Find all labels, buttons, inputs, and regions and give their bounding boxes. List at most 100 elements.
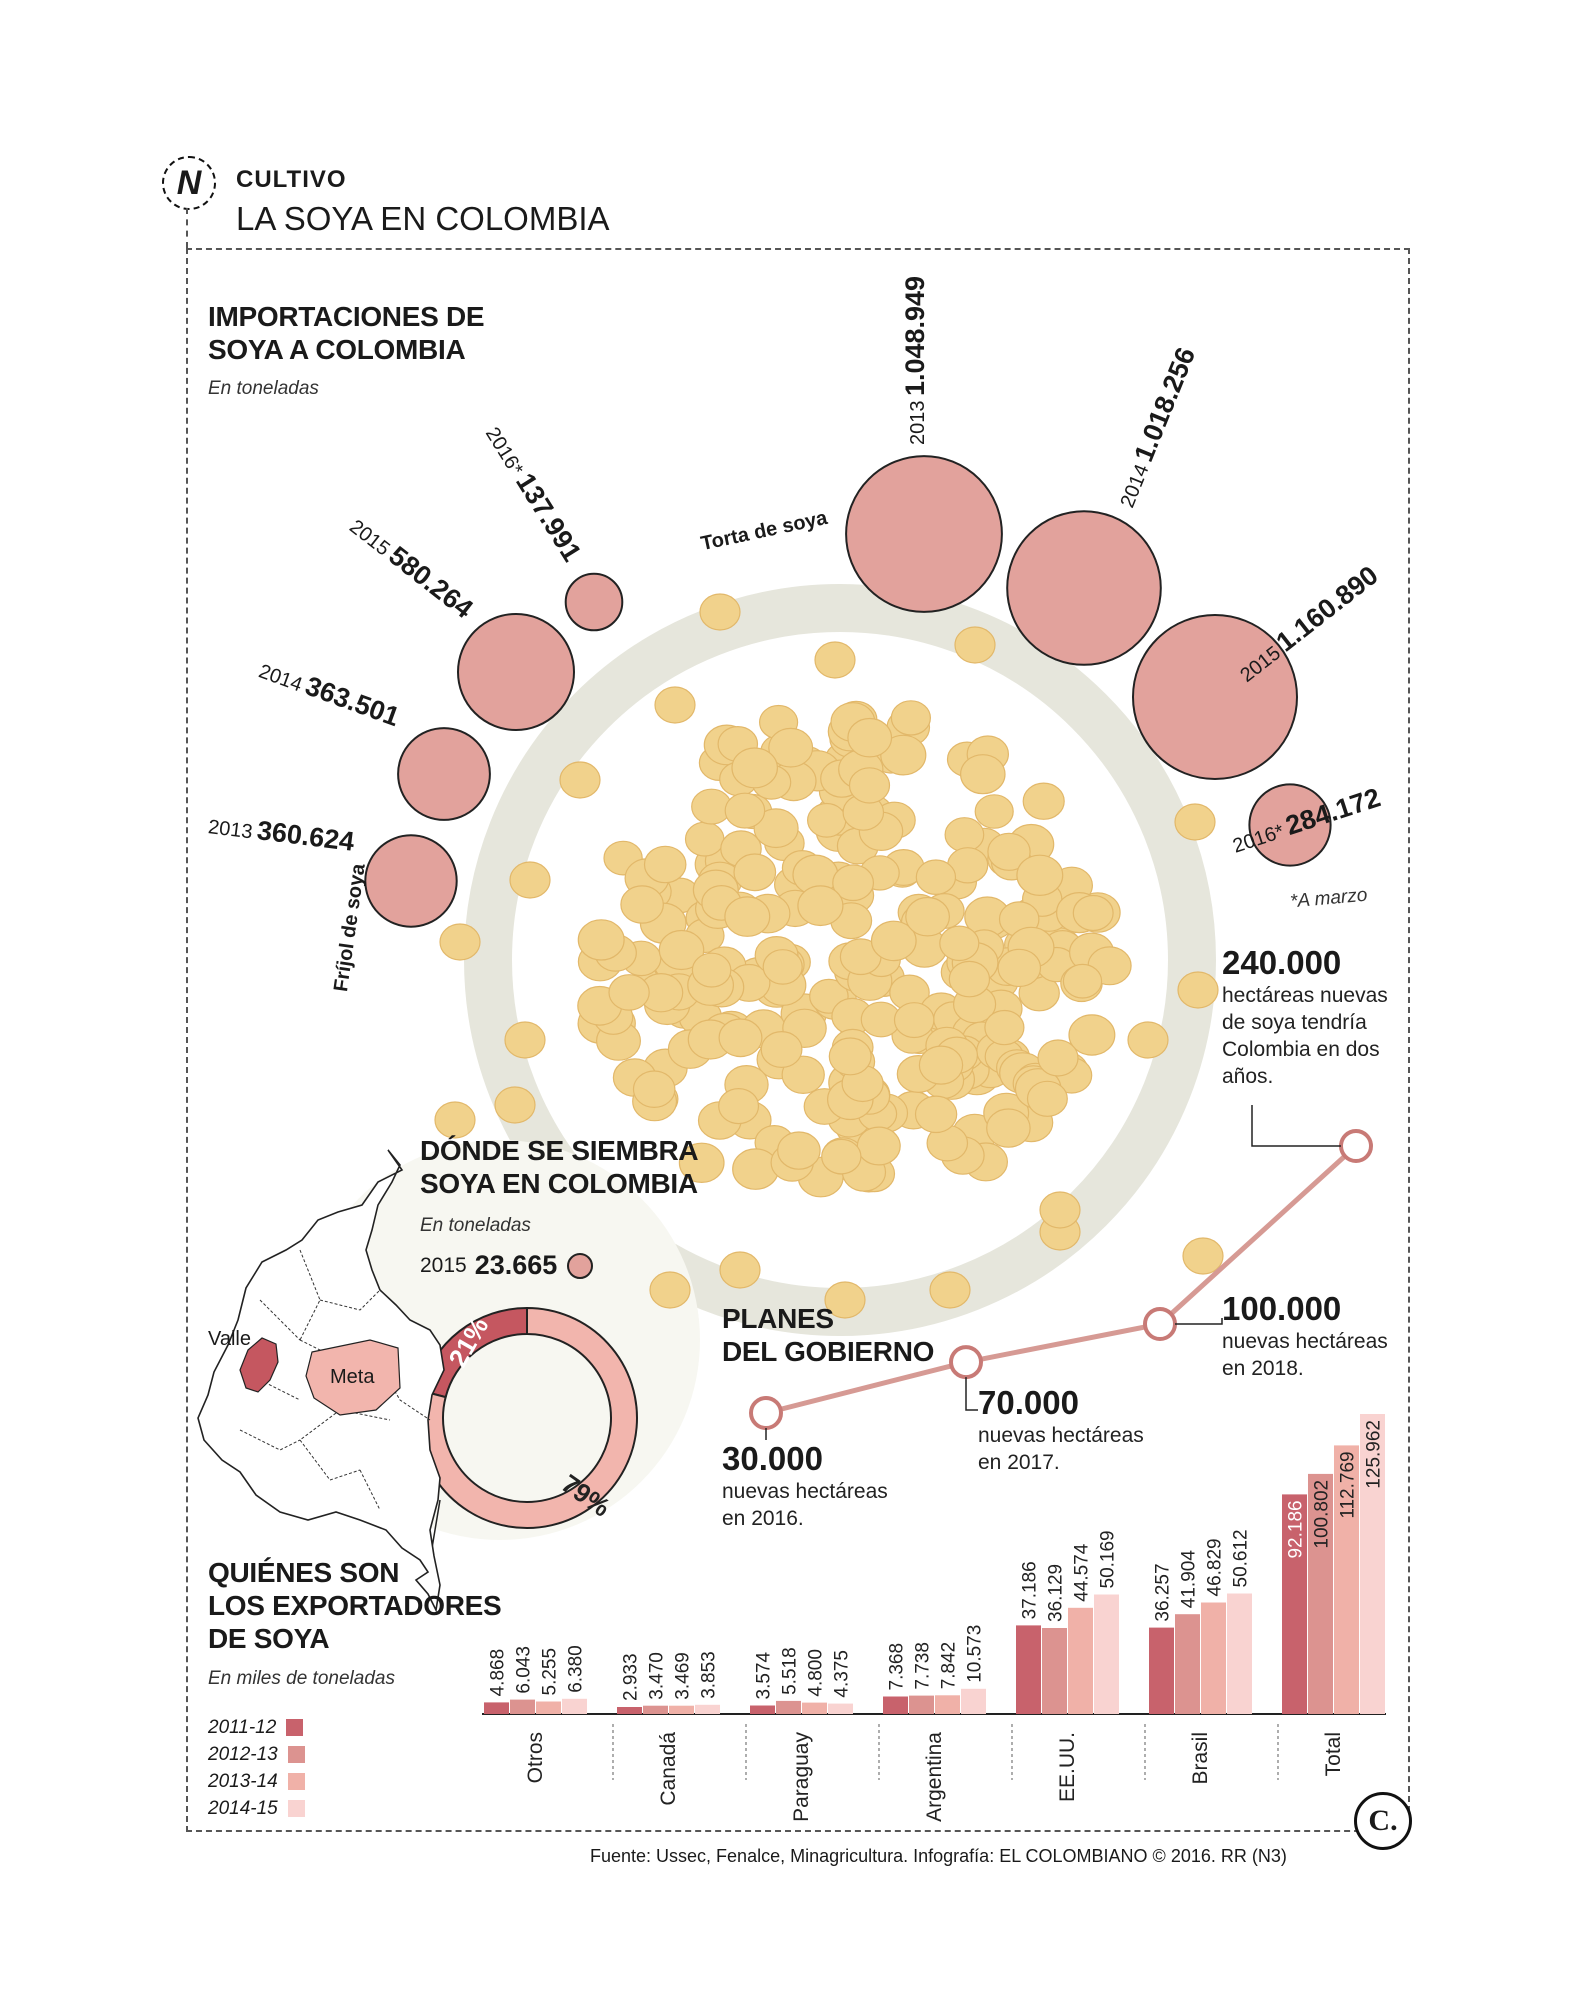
import-bubble [364, 834, 458, 928]
plans-title-line1: PLANES [722, 1303, 834, 1334]
plans-point [1143, 1307, 1177, 1341]
soy-bean [821, 1138, 862, 1175]
bar [562, 1698, 587, 1714]
soy-bean [914, 1095, 958, 1134]
imports-title: IMPORTACIONES DE SOYA A COLOMBIA [208, 300, 485, 366]
planting-value: 23.665 [474, 1250, 558, 1280]
category-label: Brasil [1189, 1732, 1212, 1785]
soy-bean [658, 929, 705, 971]
bar [935, 1695, 960, 1714]
bar-label: 3.470 [647, 1652, 668, 1700]
bar-label: 3.469 [673, 1652, 694, 1700]
plans-line [765, 1144, 1358, 1416]
map-label-meta: Meta [330, 1366, 375, 1388]
plan-2017-line1: nuevas hectáreas [978, 1424, 1144, 1447]
plan-2018: 100.000 nuevas hectáreas en 2018. [1222, 1290, 1388, 1382]
bar-label: 46.829 [1205, 1538, 1226, 1596]
plans-title: PLANES DEL GOBIERNO [722, 1302, 934, 1368]
plan-2017-value: 70.000 [978, 1384, 1079, 1421]
category-label: Canadá [657, 1732, 680, 1806]
bar-label: 4.375 [832, 1650, 853, 1698]
soy-bean [890, 700, 932, 736]
soy-bean [918, 1045, 964, 1085]
bar [643, 1705, 668, 1714]
soy-bean [1127, 1021, 1169, 1059]
soy-bean [439, 923, 481, 961]
planting-title-line1: DÓNDE SE SIEMBRA [420, 1135, 699, 1166]
bar [776, 1700, 801, 1714]
category-label: Paraguay [790, 1732, 813, 1822]
category-label: Otros [524, 1732, 547, 1783]
plan-2016-value: 30.000 [722, 1440, 823, 1477]
soy-bean [828, 1037, 872, 1076]
bar-label: 2.933 [621, 1653, 642, 1701]
bubble-label-torta-2013: 2013 1.048.949 [900, 276, 931, 445]
exporters-legend: 2011-12 2012-13 2013-14 2014-15 [208, 1714, 305, 1822]
bar-label: 10.573 [965, 1625, 986, 1683]
soy-bean [719, 1251, 761, 1289]
bar [1201, 1602, 1226, 1714]
soy-bean [1037, 1039, 1079, 1077]
soy-bean [654, 686, 696, 724]
soy-bean [643, 845, 687, 884]
soy-bean [986, 1108, 1031, 1148]
infographic-frame [186, 248, 1410, 1832]
soy-bean [762, 949, 803, 985]
plan-total-line2: de soya tendría [1222, 1011, 1367, 1034]
soy-bean [1039, 1191, 1081, 1229]
bar [536, 1701, 561, 1714]
soy-bean [847, 717, 893, 758]
bar-label: 50.169 [1098, 1530, 1119, 1588]
map-label-valle: Valle [208, 1328, 251, 1350]
soy-bean [559, 761, 601, 799]
planting-dot [567, 1252, 594, 1279]
frame-left-rule [186, 208, 188, 248]
exporters-title: QUIÉNES SON LOS EXPORTADORES DE SOYA [208, 1556, 502, 1655]
bar-label: 36.129 [1046, 1564, 1067, 1622]
soy-bean [620, 885, 664, 924]
import-bubble [397, 727, 491, 821]
legend-swatch [287, 1746, 305, 1763]
year-label: 2013 [907, 400, 929, 446]
import-bubble [1248, 783, 1332, 867]
exporters-title-line3: DE SOYA [208, 1623, 330, 1654]
soy-bean [649, 1271, 691, 1309]
bar-label: 4.800 [806, 1649, 827, 1697]
soy-bean [494, 1086, 536, 1124]
legend-label: 2012-13 [208, 1743, 278, 1765]
bar-label: 4.868 [488, 1649, 509, 1697]
bar-label: 6.380 [566, 1645, 587, 1693]
brand-logo: C. [1354, 1792, 1412, 1850]
import-bubble [1006, 510, 1162, 666]
plans-point [949, 1345, 983, 1380]
legend-item: 2013-14 [208, 1768, 305, 1795]
bar [1149, 1627, 1174, 1714]
soy-bean [807, 802, 847, 838]
leader-line [965, 1377, 978, 1411]
soy-bean [718, 1018, 763, 1058]
bar-label: 100.802 [1312, 1480, 1333, 1549]
soy-bean [893, 1002, 935, 1039]
soy-bean [504, 1021, 546, 1059]
legend-label: 2014-15 [208, 1797, 278, 1819]
soy-bean [856, 1126, 901, 1166]
colombia-map [197, 1149, 445, 1613]
leader-line [1175, 1318, 1223, 1325]
bar [961, 1688, 986, 1714]
soy-bean [915, 859, 957, 896]
bar-label: 92.186 [1286, 1500, 1307, 1558]
soy-bean [577, 919, 625, 961]
bar [802, 1702, 827, 1714]
soy-bean [984, 1009, 1025, 1046]
soy-bean [678, 1142, 725, 1184]
soy-bean [929, 1271, 971, 1309]
soy-bean [699, 593, 741, 631]
logo-letter: N [176, 163, 202, 202]
bar [1042, 1628, 1067, 1714]
plan-2018-value: 100.000 [1222, 1290, 1342, 1327]
soy-bean [718, 1087, 760, 1125]
soy-bean [987, 832, 1031, 871]
soy-bean [724, 896, 771, 937]
plan-total-line3: Colombia en dos [1222, 1038, 1380, 1061]
bar [1360, 1414, 1385, 1714]
